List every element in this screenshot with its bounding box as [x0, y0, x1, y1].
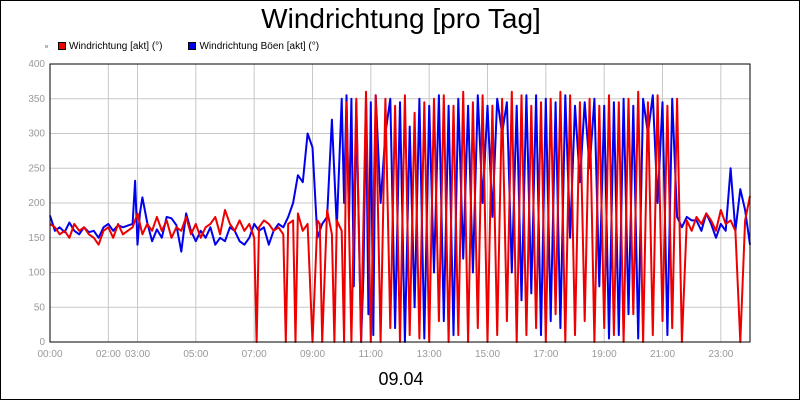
legend-swatch-red — [58, 42, 66, 50]
x-tick-label: 15:00 — [475, 349, 500, 360]
series-line-gusts — [49, 94, 751, 343]
chart-title: Windrichtung [pro Tag] — [261, 3, 541, 34]
x-tick-label: 03:00 — [125, 349, 150, 360]
series-line-direction — [49, 90, 751, 343]
x-axis-label: 09.04 — [378, 369, 424, 389]
plot-border — [49, 63, 751, 343]
x-tick-label: 23:00 — [708, 349, 733, 360]
legend-label-series-2: Windrichtung [akt] (°) — [69, 40, 163, 52]
y-tick-label: 50 — [34, 302, 46, 313]
x-tick-label: 07:00 — [242, 349, 267, 360]
legend-swatch-blue — [188, 42, 197, 50]
x-tick-label: 17:00 — [533, 349, 558, 360]
y-tick-label: 150 — [28, 233, 45, 244]
y-tick-label: 350 — [28, 94, 45, 105]
legend-label-series-1: Windrichtung Böen [akt] (°) — [199, 40, 320, 52]
x-tick-label: 02:00 — [96, 349, 121, 360]
legend-item-series-2: Windrichtung [akt] (°) — [58, 41, 162, 52]
x-tick-label: 11:00 — [359, 349, 384, 360]
x-tick-label: 05:00 — [183, 349, 208, 360]
y-tick-label: 200 — [28, 198, 45, 209]
x-tick-label: 19:00 — [592, 349, 617, 360]
y-tick-label: 0 — [39, 337, 45, 348]
chart-legend: Windrichtung [akt] (°) Windrichtung Böen… — [45, 39, 345, 53]
x-tick-label: 21:00 — [650, 349, 675, 360]
legend-item-series-1: Windrichtung Böen [akt] (°) — [188, 41, 319, 52]
y-tick-label: 250 — [28, 163, 45, 174]
y-tick-label: 300 — [28, 129, 45, 140]
legend-marker-dot — [45, 44, 48, 48]
x-tick-label: 00:00 — [37, 349, 62, 360]
x-tick-label: 13:00 — [417, 349, 442, 360]
y-tick-label: 100 — [28, 268, 45, 279]
x-tick-label: 09:00 — [300, 349, 325, 360]
y-tick-label: 400 — [28, 59, 45, 70]
